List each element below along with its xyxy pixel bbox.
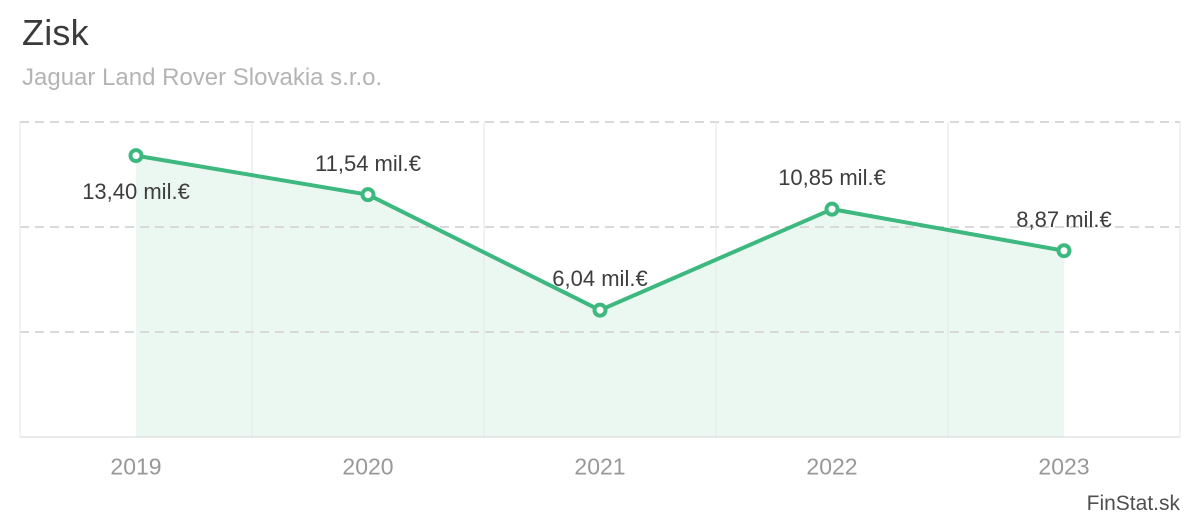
chart-subtitle: Jaguar Land Rover Slovakia s.r.o.: [22, 64, 383, 91]
data-point-label-2021: 6,04 mil.€: [552, 266, 648, 292]
data-point-label-2020: 11,54 mil.€: [315, 150, 421, 176]
x-axis-label-2021: 2021: [574, 453, 626, 480]
data-point-marker-2019[interactable]: [128, 148, 144, 164]
data-point-label-2023: 8,87 mil.€: [1016, 206, 1112, 232]
chart-title: Zisk: [22, 12, 89, 53]
data-point-marker-2022[interactable]: [824, 201, 840, 217]
x-axis-label-2020: 2020: [342, 453, 394, 480]
data-point-marker-2021[interactable]: [592, 302, 608, 318]
data-point-label-2022: 10,85 mil.€: [778, 165, 886, 191]
watermark-finstat-link[interactable]: FinStat.sk: [1086, 492, 1180, 515]
data-point-label-2019: 13,40 mil.€: [82, 178, 190, 204]
x-axis-label-2019: 2019: [110, 453, 162, 480]
data-point-marker-2020[interactable]: [360, 187, 376, 203]
x-axis-label-2023: 2023: [1038, 453, 1090, 480]
data-point-marker-2023[interactable]: [1056, 243, 1072, 259]
series-area-fill: [136, 155, 1064, 437]
x-axis-label-2022: 2022: [806, 453, 858, 480]
